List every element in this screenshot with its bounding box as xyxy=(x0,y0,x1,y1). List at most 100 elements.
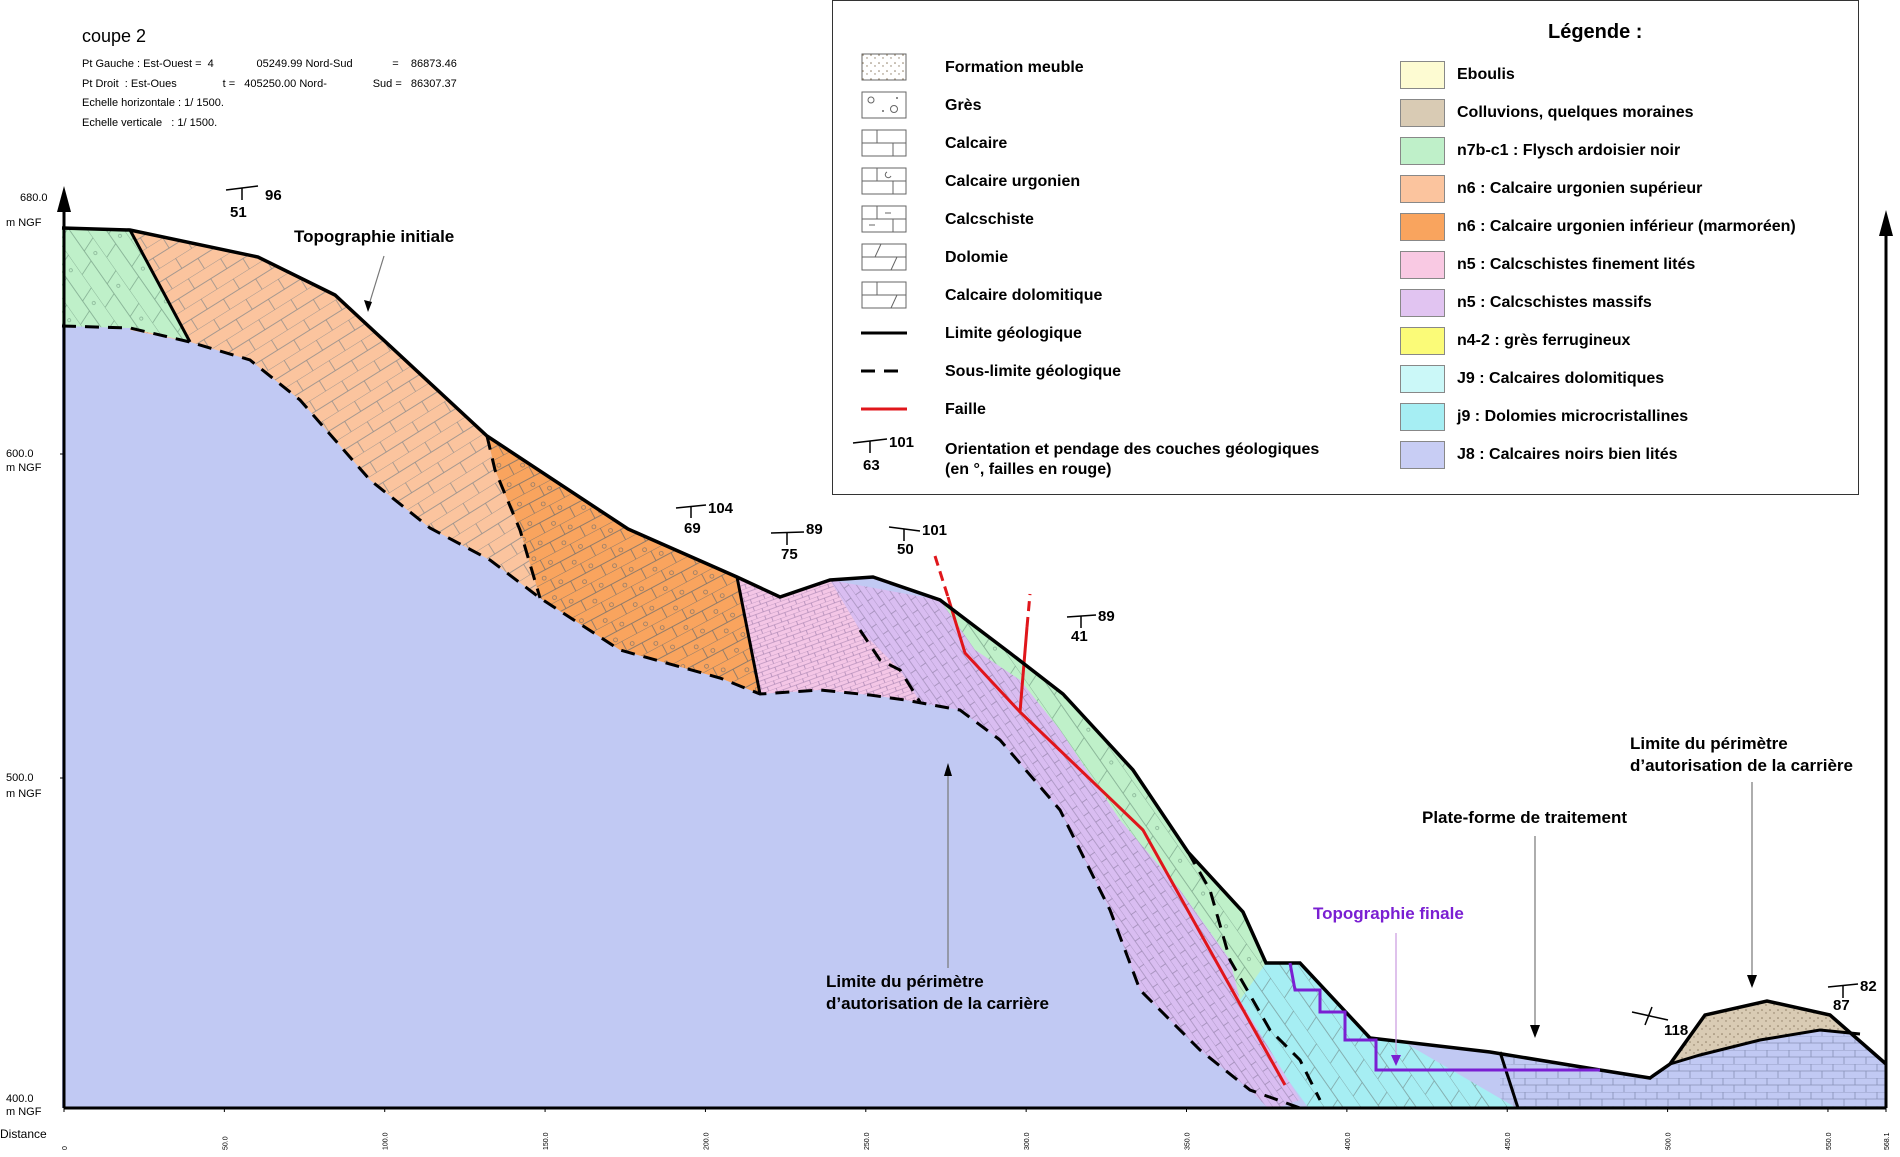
legend-label: j9 : Dolomies microcristallines xyxy=(1457,408,1689,425)
label-limite-perimetre-b-1: Limite du périmètre xyxy=(1630,734,1788,753)
legend-label-dolomie: Dolomie xyxy=(945,249,1009,266)
x-tick-label: 50.0 xyxy=(222,1136,229,1150)
legend-swatch xyxy=(1400,137,1445,165)
geological-limits xyxy=(128,229,1861,1109)
legend-label: n6 : Calcaire urgonien inférieur (marmor… xyxy=(1457,218,1796,235)
pattern-gres-icon xyxy=(861,91,907,119)
x-tick-label: 100.0 xyxy=(383,1132,390,1150)
svg-text:89: 89 xyxy=(806,521,823,538)
pattern-dolomie-icon xyxy=(861,243,907,271)
dip-marker: 101 50 xyxy=(888,522,947,558)
legend-label-faille: Faille xyxy=(945,401,986,418)
legend-label: Colluvions, quelques moraines xyxy=(1457,104,1694,121)
legend-swatch xyxy=(1400,99,1445,127)
x-tick-labels: 0 50.0 100.0 150.0 200.0 250.0 300.0 350.0 400.0… xyxy=(62,1108,1891,1150)
svg-text:82: 82 xyxy=(1860,978,1877,995)
dip-marker: 104 69 xyxy=(675,500,734,537)
dip-marker: 82 87 xyxy=(1827,978,1877,1014)
svg-text:118: 118 xyxy=(1664,1022,1688,1039)
svg-text:51: 51 xyxy=(230,204,247,221)
y-tick-unit: m NGF xyxy=(6,462,42,474)
svg-text:101: 101 xyxy=(889,434,914,451)
legend-label: n5 : Calcschistes finement lités xyxy=(1457,256,1696,273)
legend-swatch xyxy=(1400,175,1445,203)
legend-label-gres: Grès xyxy=(945,97,982,114)
x-tick-label: 0 xyxy=(62,1146,69,1150)
dip-markers: 96 51 104 69 89 75 101 50 89 41 xyxy=(225,185,1877,1039)
x-tick-label: 350.0 xyxy=(1185,1132,1192,1150)
x-tick-label: 150.0 xyxy=(543,1132,550,1150)
svg-text:104: 104 xyxy=(708,500,734,517)
axes xyxy=(57,186,1893,1110)
legend-label: n4-2 : grès ferrugineux xyxy=(1457,332,1631,349)
svg-text:69: 69 xyxy=(684,520,701,537)
label-limite-perimetre-1: Limite du périmètre xyxy=(826,972,984,991)
pattern-meuble-icon xyxy=(861,53,907,81)
header-vertical-scale: Echelle verticale : 1/ 1500. xyxy=(82,116,218,129)
legend-label-calcschiste: Calcschiste xyxy=(945,211,1034,228)
label-topographie-finale: Topographie finale xyxy=(1313,904,1464,923)
final-topography-line xyxy=(1288,962,1600,1072)
legend-label: n6 : Calcaire urgonien supérieur xyxy=(1457,180,1703,197)
label-limite-perimetre-b-2: d’autorisation de la carrière xyxy=(1630,756,1853,775)
legend-label: n7b-c1 : Flysch ardoisier noir xyxy=(1457,142,1681,159)
legend-label-calcaire-dolomitique: Calcaire dolomitique xyxy=(945,287,1103,304)
legend-swatch xyxy=(1400,441,1445,469)
svg-text:50: 50 xyxy=(897,541,914,558)
legend-title: Légende : xyxy=(1548,21,1643,43)
legend-swatch xyxy=(1400,403,1445,431)
legend-label-calcaire: Calcaire xyxy=(945,135,1008,152)
label-plate-forme: Plate-forme de traitement xyxy=(1422,808,1627,827)
x-axis-title: Distance xyxy=(0,1127,47,1141)
pattern-calcaire-dolomitique-icon xyxy=(861,281,907,309)
svg-text:41: 41 xyxy=(1071,628,1088,645)
dip-marker: 89 41 xyxy=(1066,608,1115,645)
legend-swatch xyxy=(1400,251,1445,279)
solid-line-icon xyxy=(861,331,907,335)
dip-symbol-icon: 101 63 xyxy=(852,434,914,474)
x-tick-label: 500.0 xyxy=(1666,1132,1673,1150)
x-tick-label: 400.0 xyxy=(1345,1132,1352,1150)
legend-label: Eboulis xyxy=(1457,66,1515,83)
section-title: coupe 2 xyxy=(82,26,147,46)
dashed-line-icon xyxy=(861,369,907,373)
pattern-urgonien-icon xyxy=(861,167,907,195)
legend-label-urgonien: Calcaire urgonien xyxy=(945,173,1081,190)
fault-line-icon xyxy=(861,407,907,411)
x-tick-label: 550.0 xyxy=(1826,1132,1833,1150)
legend-label-orientation: Orientation et pendage des couches géolo… xyxy=(945,441,1320,458)
x-tick-label: 250.0 xyxy=(864,1132,871,1150)
x-tick-label: 568.1 xyxy=(1884,1132,1891,1150)
pattern-calcaire-icon xyxy=(861,129,907,157)
legend-label-sous-limite: Sous-limite géologique xyxy=(945,363,1122,380)
pattern-calcschiste-icon xyxy=(861,205,907,233)
annotations: Topographie initiale Limite du périmètre… xyxy=(294,227,1853,1066)
x-tick-label: 200.0 xyxy=(703,1132,710,1150)
right-axis-arrow xyxy=(1879,210,1893,236)
svg-text:63: 63 xyxy=(863,457,880,474)
dip-marker: 96 51 xyxy=(225,185,282,221)
y-tick-unit: m NGF xyxy=(6,217,42,229)
legend-label-limite: Limite géologique xyxy=(945,325,1082,342)
legend-swatch xyxy=(1400,61,1445,89)
legend-label: J8 : Calcaires noirs bien lités xyxy=(1457,446,1678,463)
legend-panel: Légende : Formation meuble Grès Calcaire… xyxy=(832,0,1859,495)
label-limite-perimetre-2: d’autorisation de la carrière xyxy=(826,994,1049,1013)
header-left-point: Pt Gauche : Est-Ouest = 4 05249.99 Nord-… xyxy=(82,58,457,70)
svg-text:101: 101 xyxy=(922,522,947,539)
left-axis-arrow xyxy=(57,186,71,212)
svg-text:96: 96 xyxy=(265,187,282,204)
y-tick-labels: 680.0 m NGF 600.0 m NGF 500.0 m NGF 400.… xyxy=(6,192,64,1118)
header-right-point: Pt Droit : Est-Oues t = 405250.00 Nord- … xyxy=(82,77,457,90)
x-tick-label: 300.0 xyxy=(1024,1132,1031,1150)
dip-marker: 118 xyxy=(1631,1006,1688,1039)
header-horizontal-scale: Echelle horizontale : 1/ 1500. xyxy=(82,97,224,109)
svg-text:89: 89 xyxy=(1098,608,1115,625)
y-tick-unit: m NGF xyxy=(6,1106,42,1118)
svg-text:87: 87 xyxy=(1833,997,1850,1014)
y-tick-value: 600.0 xyxy=(6,448,34,460)
legend-label: n5 : Calcschistes massifs xyxy=(1457,294,1652,311)
label-topographie-initiale: Topographie initiale xyxy=(294,227,454,246)
legend-swatch xyxy=(1400,327,1445,355)
y-tick-value: 500.0 xyxy=(6,772,34,784)
